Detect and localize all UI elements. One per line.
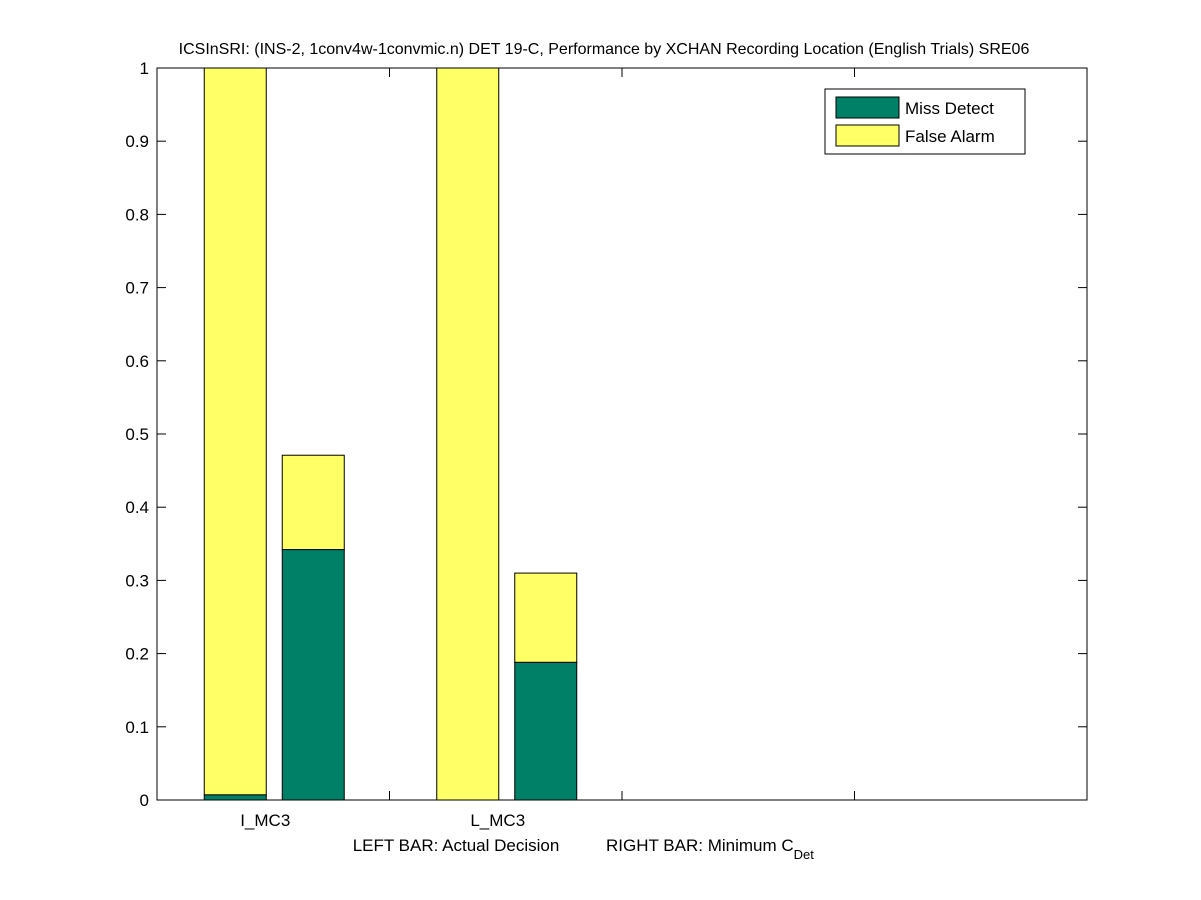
y-tick-label: 0.3 <box>125 571 149 590</box>
bar-false-alarm <box>203 67 267 796</box>
plot-area: 0 0.1 0.2 0.3 0.4 0.5 0.6 0.7 0.8 0.9 1 I_MC3 L_MC3 <box>125 59 1088 830</box>
bar-false-alarm <box>281 454 345 551</box>
y-tick-label: 0.1 <box>125 718 149 737</box>
y-tick-label: 0.6 <box>125 352 149 371</box>
bar-false-alarm <box>436 67 500 801</box>
y-tick-label: 0 <box>140 791 149 810</box>
y-tick-label: 0.7 <box>125 279 149 298</box>
bar-miss-detect <box>203 794 267 801</box>
y-tick-label: 0.2 <box>125 645 149 664</box>
x-tick-label: L_MC3 <box>470 811 525 830</box>
x-axis-label-right: RIGHT BAR: Minimum CDet <box>606 836 814 862</box>
x-axis-label-left: LEFT BAR: Actual Decision <box>353 836 560 855</box>
y-tick-label: 0.9 <box>125 132 149 151</box>
y-tick-label: 1 <box>140 59 149 78</box>
bar-miss-detect <box>281 549 345 801</box>
y-tick-label: 0.4 <box>125 498 149 517</box>
x-axis-label-right-subscript: Det <box>794 847 815 862</box>
legend: Miss Detect False Alarm <box>824 88 1026 155</box>
chart-title: ICSInSRI: (INS-2, 1conv4w-1convmic.n) DE… <box>179 41 1030 58</box>
x-tick-label: I_MC3 <box>240 811 290 830</box>
legend-swatch <box>835 124 900 147</box>
bar-false-alarm <box>514 572 578 663</box>
bar-miss-detect <box>514 661 578 801</box>
y-tick-label: 0.5 <box>125 425 149 444</box>
x-axis-label-right-main: RIGHT BAR: Minimum C <box>606 836 794 855</box>
legend-label: Miss Detect <box>905 99 994 118</box>
legend-label: False Alarm <box>905 127 995 146</box>
legend-swatch <box>835 96 900 119</box>
y-tick-label: 0.8 <box>125 205 149 224</box>
